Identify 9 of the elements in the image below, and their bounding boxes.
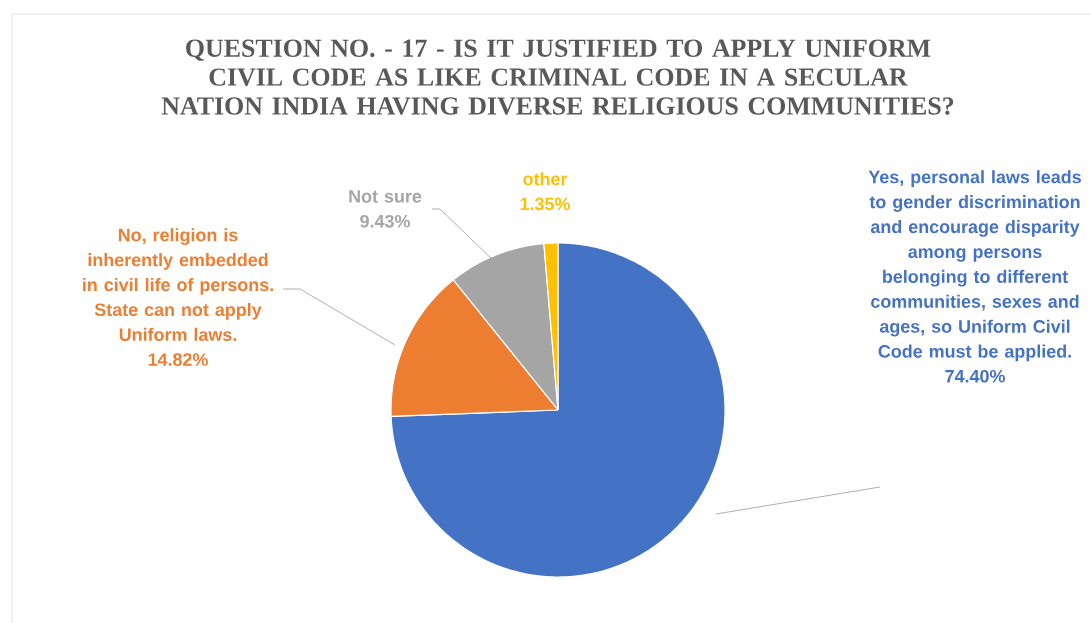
data-label: 74.40% <box>945 369 1005 383</box>
data-label: 1.35% <box>520 197 570 211</box>
slice-label: other <box>523 172 568 186</box>
data-label: 14.82% <box>148 353 208 366</box>
data-label: 9.43% <box>360 214 410 228</box>
slice-label: Not sure <box>349 190 422 203</box>
slice-label: Yes, personal laws leads to gender discrimination and encourage disparity among persons belonging to different communities, sexes and ages, so Uniform Civil Code must be applied. <box>868 170 1081 362</box>
slice-label: No, religion is inherently embedded in civil life of persons. State can not apply Uniform laws. <box>83 228 273 341</box>
chart-title: QUESTION NO. - 17 - IS IT JUSTIFIED TO APPLY UNIFORM CIVIL CODE AS LIKE CRIMINAL CODE IN A SECULAR NATION INDIA HAVING DIVERSE RELIGIOUS COMMUNITIES? <box>161 39 954 115</box>
